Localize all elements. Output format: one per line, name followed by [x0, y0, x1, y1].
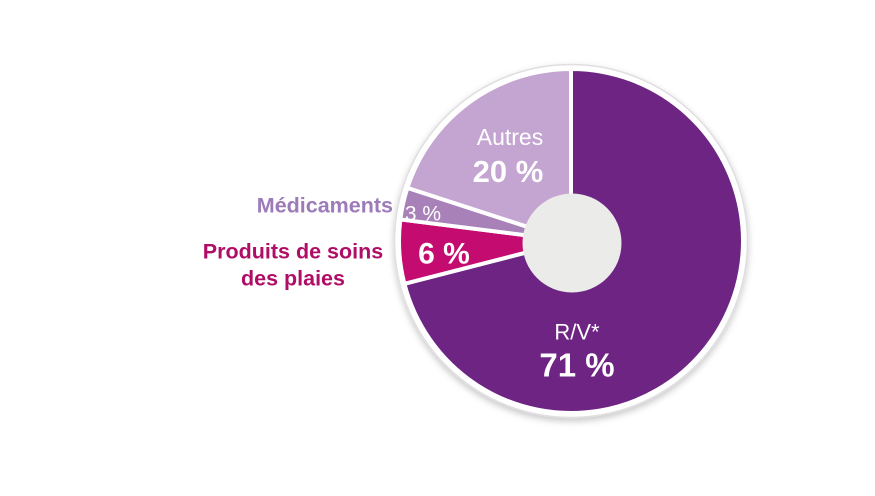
pie-chart-root: R/V*71 % 6 % 3 % Autres 20 % Médicaments Produ… [203, 63, 749, 419]
slice-value-medicaments: 3 % [405, 202, 441, 225]
outside-label-medicaments-line1: Médicaments [257, 194, 393, 218]
slice-value-rv: 71 % [539, 347, 614, 384]
outside-labels: Médicaments Produits de soins des plaies [203, 194, 393, 291]
outside-label-produits-soins-plaies-line2: des plaies [241, 267, 345, 291]
slice-name-autres: Autres [477, 124, 543, 150]
slice-labels: R/V*71 % 6 % 3 % Autres 20 % [405, 124, 615, 384]
pie-slice-autres [405, 67, 573, 243]
slice-name-rv: R/V* [554, 320, 600, 345]
slice-value-produits-soins-plaies: 6 % [418, 238, 470, 271]
outside-label-produits-soins-plaies-line1: Produits de soins [203, 240, 383, 264]
donut-hole [522, 193, 622, 293]
slice-value-autres: 20 % [473, 154, 544, 189]
